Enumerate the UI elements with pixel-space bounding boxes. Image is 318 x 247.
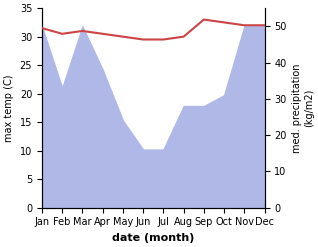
X-axis label: date (month): date (month) (112, 233, 194, 243)
Y-axis label: med. precipitation
(kg/m2): med. precipitation (kg/m2) (292, 63, 314, 153)
Y-axis label: max temp (C): max temp (C) (4, 74, 14, 142)
